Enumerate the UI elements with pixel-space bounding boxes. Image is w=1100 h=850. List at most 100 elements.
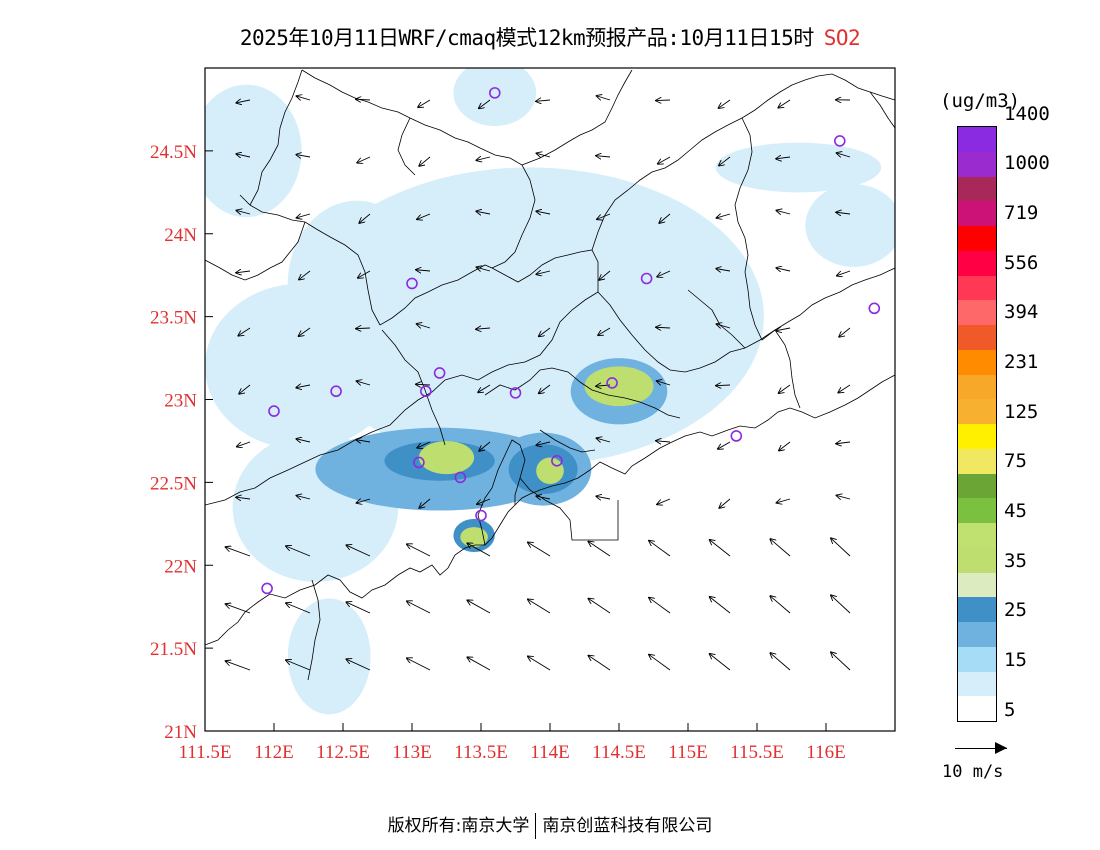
wind-arrow <box>836 212 851 214</box>
station-marker <box>268 405 280 417</box>
so2-area <box>805 184 895 267</box>
wind-arrow <box>536 496 551 499</box>
colorbar-label: 35 <box>1004 549 1027 572</box>
so2-area <box>536 457 564 485</box>
wind-arrow <box>588 656 611 671</box>
wind-arrow <box>657 381 671 385</box>
x-tick-label: 115.5E <box>730 742 784 763</box>
wind-arrow <box>537 153 551 157</box>
wind-arrow <box>297 96 311 100</box>
colorbar-segment <box>958 250 996 276</box>
x-tick-label: 114E <box>530 742 569 763</box>
wind-arrow <box>839 327 851 337</box>
wind-arrow <box>588 542 611 557</box>
wind-arrow <box>357 156 371 163</box>
wind-arrow <box>416 270 431 271</box>
wind-arrow <box>778 99 791 108</box>
boundary-8 <box>301 69 536 269</box>
wind-arrow <box>599 270 611 280</box>
wind-arrow <box>657 270 671 277</box>
station-marker <box>330 385 342 398</box>
wind-arrow <box>657 498 671 504</box>
wind-arrow <box>838 384 851 393</box>
wind-arrow <box>467 657 491 671</box>
colorbar-segment <box>958 300 996 325</box>
y-tick-label: 22.5N <box>150 473 197 494</box>
wind-arrow <box>226 604 251 614</box>
boundary-3 <box>444 291 599 381</box>
wind-arrow <box>597 96 611 100</box>
wind-arrow <box>777 499 791 503</box>
wind-arrow <box>467 543 491 557</box>
boundary-6 <box>239 194 381 326</box>
colorbar-label: 394 <box>1004 301 1039 324</box>
wind-arrow <box>528 599 551 614</box>
y-tick-label: 24N <box>164 225 197 246</box>
wind-arrow <box>226 661 251 671</box>
boundary-17 <box>539 429 596 453</box>
wind-arrow <box>588 599 611 614</box>
wind-arrow <box>417 441 431 448</box>
wind-arrow <box>236 271 251 273</box>
wind-arrow <box>719 498 731 508</box>
colorbar-segment <box>958 696 996 721</box>
so2-area <box>453 68 537 127</box>
y-tick-label: 21.5N <box>150 639 197 660</box>
wind-arrow <box>356 99 371 100</box>
wind-arrow <box>296 496 311 499</box>
station-marker <box>606 377 618 389</box>
wind-arrow <box>836 495 851 499</box>
wind-arrow <box>718 441 731 449</box>
wind-arrow <box>296 439 311 442</box>
wind-arrow <box>236 100 251 103</box>
wind-arrow <box>476 211 491 214</box>
wind-arrow <box>716 385 731 386</box>
wind-arrow <box>776 210 791 214</box>
wind-arrow <box>478 384 491 392</box>
station-marker <box>833 135 846 147</box>
colorbar-segment <box>958 622 996 647</box>
wind-arrow <box>528 542 551 557</box>
wind-arrow <box>597 213 611 219</box>
wind-arrow <box>407 658 431 671</box>
wind-arrow <box>536 442 551 445</box>
colorbar-label: 15 <box>1004 648 1027 671</box>
reference-vector-arrowhead <box>995 742 1007 754</box>
colorbar-segment <box>958 275 996 301</box>
colorbar-segment <box>958 448 996 474</box>
wind-arrow <box>476 328 491 329</box>
wind-arrow <box>656 100 671 101</box>
wind-arrow <box>479 441 491 451</box>
wind-arrow <box>536 211 551 214</box>
wind-arrow <box>539 384 551 393</box>
colorbar-label: 45 <box>1004 499 1027 522</box>
station-marker <box>406 277 418 290</box>
wind-arrow <box>659 213 671 223</box>
wind-arrow <box>770 596 791 614</box>
wind-arrow <box>357 499 371 503</box>
boundary-7 <box>249 69 303 206</box>
wind-arrow <box>710 597 731 614</box>
wind-arrow <box>236 497 251 499</box>
so2-area <box>287 598 371 715</box>
wind-arrow <box>286 546 311 557</box>
colorbar-label: 1000 <box>1004 152 1050 175</box>
wind-arrow <box>776 268 791 271</box>
wind-arrow <box>779 384 791 393</box>
station-marker <box>261 582 273 595</box>
wind-arrow <box>837 153 851 157</box>
wind-arrow <box>418 99 431 107</box>
boundary-4 <box>484 367 681 419</box>
wind-arrow <box>477 267 491 271</box>
colorbar-label: 5 <box>1004 698 1016 721</box>
coastline <box>205 374 895 646</box>
x-tick-label: 113.5E <box>454 742 508 763</box>
station-marker <box>413 456 425 469</box>
wind-arrow <box>407 601 431 614</box>
wind-arrow <box>417 213 431 219</box>
station-marker <box>551 455 563 467</box>
colorbar-segment <box>958 547 996 573</box>
wind-arrow <box>539 327 551 336</box>
boundary-20 <box>687 289 746 349</box>
wind-arrow <box>226 547 251 557</box>
